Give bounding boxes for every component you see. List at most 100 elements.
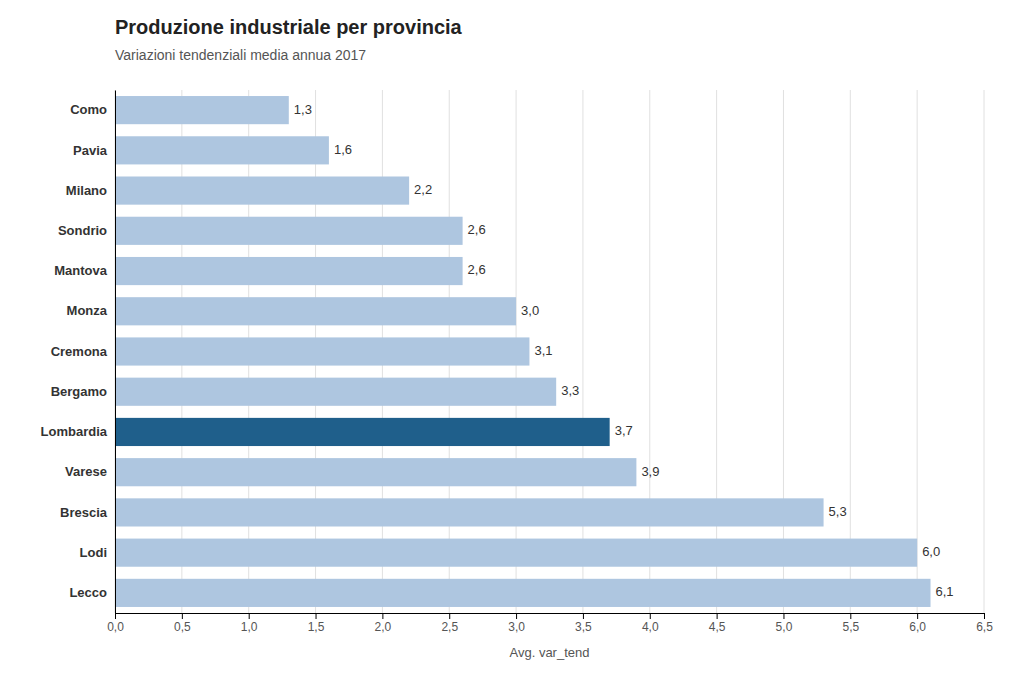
tick-mark [449,613,450,619]
tick: 6,0 [909,613,926,634]
grid-line [716,90,717,613]
tick-label: 5,0 [776,620,793,634]
category-label: Bergamo [51,384,107,399]
subtitle: Variazioni tendenziali media annua 2017 [115,47,366,63]
tick: Lombardia [41,424,108,439]
tick: Pavia [73,143,108,158]
category-label: Lecco [69,585,107,600]
tick: 2,5 [441,613,458,634]
tick: Bergamo [51,384,107,399]
tick: 3,5 [575,613,592,634]
grid-line [783,90,784,613]
bars [115,96,931,607]
bar [115,176,409,204]
tick-label: 5,5 [842,620,859,634]
tick-label: 4,0 [642,620,659,634]
grid-line [917,90,918,613]
grid-line [984,90,985,613]
tick-mark [717,613,718,619]
data-label: 6,1 [936,584,954,599]
tick-mark [182,613,183,619]
data-label: 2,6 [468,222,486,237]
tick: 4,0 [642,613,659,634]
bar [115,297,516,325]
bar [115,378,556,406]
tick: 2,0 [375,613,392,634]
tick-label: 6,5 [976,620,993,634]
category-label: Mantova [54,263,108,278]
data-label: 3,3 [561,383,579,398]
data-label: 3,9 [641,464,659,479]
bar [115,458,636,486]
category-label: Milano [66,183,107,198]
tick-mark [984,613,985,619]
bar [115,539,917,567]
tick-label: 3,5 [575,620,592,634]
tick-mark [316,613,317,619]
tick-mark [850,613,851,619]
bar [115,418,610,446]
tick: Mantova [54,263,108,278]
tick: 5,5 [842,613,859,634]
tick-label: 2,0 [375,620,392,634]
tick: Monza [67,303,108,318]
category-label: Sondrio [58,223,107,238]
tick: Lodi [80,545,107,560]
tick: Varese [65,464,107,479]
y-axis: Como Pavia Milano Sondrio Mantova Monza Cremon… [41,91,116,614]
tick-mark [516,613,517,619]
tick: 3,0 [508,613,525,634]
category-label: Monza [67,303,108,318]
grid-line [115,90,116,613]
x-axis: 0,0 0,5 1,0 1,5 2,0 2,5 3,0 3,5 4,0 4,5 5,0 5,5 6,0 6… [107,613,993,634]
tick-label: 0,5 [174,620,191,634]
data-labels: 1,31,62,22,62,63,03,13,33,73,95,36,06,1 [294,102,954,600]
tick-label: 3,0 [508,620,525,634]
tick-mark [650,613,651,619]
tick-label: 4,5 [709,620,726,634]
category-label: Brescia [60,505,108,520]
tick-mark [249,613,250,619]
category-label: Pavia [73,143,108,158]
axis-line [116,614,985,620]
bar [115,96,289,124]
data-label: 3,1 [534,343,552,358]
tick-mark [382,613,383,619]
category-label: Varese [65,464,107,479]
data-label: 3,0 [521,303,539,318]
tick: 0,0 [107,613,124,634]
tick: 5,0 [776,613,793,634]
chart: 0,0 0,5 1,0 1,5 2,0 2,5 3,0 3,5 4,0 4,5 5,0 5,5 6,0 6… [0,0,1024,675]
data-label: 6,0 [922,544,940,559]
tick-mark [115,613,116,619]
bar [115,217,463,245]
tick-label: 1,5 [308,620,325,634]
tick-label: 0,0 [107,620,124,634]
tick: Lecco [69,585,107,600]
tick-label: 2,5 [441,620,458,634]
bar [115,337,529,365]
data-label: 2,6 [468,262,486,277]
tick-mark [783,613,784,619]
tick: 0,5 [174,613,191,634]
tick: Como [70,102,107,117]
grid [115,90,984,613]
grid-line [850,90,851,613]
tick-mark [583,613,584,619]
tick: Milano [66,183,107,198]
category-label: Cremona [51,344,108,359]
tick: 6,5 [976,613,993,634]
bar [115,136,329,164]
bar [115,579,931,607]
tick-label: 1,0 [241,620,258,634]
data-label: 3,7 [615,423,633,438]
data-label: 2,2 [414,182,432,197]
tick-mark [917,613,918,619]
axis-line [115,91,116,614]
category-label: Lodi [80,545,107,560]
data-label: 1,6 [334,142,352,157]
bar [115,257,463,285]
tick: 1,5 [308,613,325,634]
tick: Cremona [51,344,108,359]
axis-title: Avg. var_tend [510,645,590,660]
